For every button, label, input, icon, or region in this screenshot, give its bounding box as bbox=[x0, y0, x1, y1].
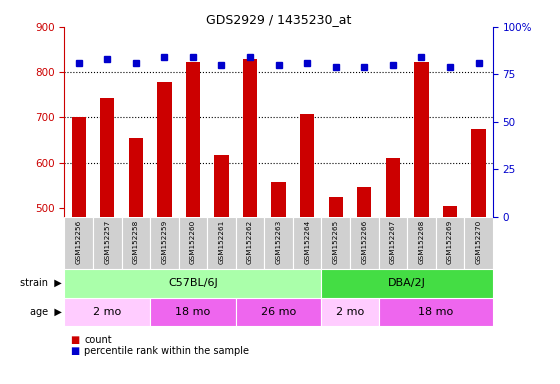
Bar bbox=[64, 269, 321, 298]
Bar bbox=[272, 182, 286, 217]
Text: 26 mo: 26 mo bbox=[261, 307, 296, 317]
Text: 2 mo: 2 mo bbox=[336, 307, 364, 317]
Bar bbox=[64, 298, 150, 326]
Text: 18 mo: 18 mo bbox=[418, 307, 453, 317]
Bar bbox=[407, 217, 436, 269]
Bar bbox=[150, 217, 179, 269]
Bar bbox=[264, 217, 293, 269]
Text: GSM152264: GSM152264 bbox=[304, 220, 310, 264]
Bar bbox=[300, 114, 314, 217]
Bar bbox=[93, 217, 122, 269]
Bar bbox=[443, 206, 457, 217]
Bar bbox=[321, 298, 379, 326]
Bar bbox=[236, 298, 321, 326]
Bar bbox=[100, 98, 114, 217]
Text: GSM152262: GSM152262 bbox=[247, 220, 253, 264]
Text: GSM152269: GSM152269 bbox=[447, 220, 453, 264]
Text: GSM152265: GSM152265 bbox=[333, 220, 339, 264]
Bar bbox=[150, 298, 236, 326]
Text: ■: ■ bbox=[70, 346, 80, 356]
Bar bbox=[386, 158, 400, 217]
Text: DBA/2J: DBA/2J bbox=[388, 278, 426, 288]
Bar bbox=[414, 62, 428, 217]
Text: strain  ▶: strain ▶ bbox=[20, 278, 62, 288]
Title: GDS2929 / 1435230_at: GDS2929 / 1435230_at bbox=[206, 13, 351, 26]
Text: ■: ■ bbox=[70, 335, 80, 345]
Bar bbox=[129, 138, 143, 217]
Text: GSM152270: GSM152270 bbox=[475, 220, 482, 264]
Text: C57BL/6J: C57BL/6J bbox=[168, 278, 218, 288]
Bar bbox=[321, 217, 350, 269]
Bar bbox=[243, 58, 257, 217]
Bar bbox=[122, 217, 150, 269]
Bar bbox=[64, 217, 93, 269]
Text: percentile rank within the sample: percentile rank within the sample bbox=[84, 346, 249, 356]
Text: GSM152256: GSM152256 bbox=[76, 220, 82, 264]
Bar bbox=[179, 217, 207, 269]
Text: 2 mo: 2 mo bbox=[93, 307, 122, 317]
Bar bbox=[472, 129, 486, 217]
Bar bbox=[436, 217, 464, 269]
Text: 18 mo: 18 mo bbox=[175, 307, 211, 317]
Bar bbox=[321, 269, 493, 298]
Bar bbox=[72, 118, 86, 217]
Bar bbox=[214, 155, 228, 217]
Bar bbox=[329, 197, 343, 217]
Bar bbox=[157, 82, 171, 217]
Text: GSM152268: GSM152268 bbox=[418, 220, 424, 264]
Bar bbox=[293, 217, 321, 269]
Text: GSM152266: GSM152266 bbox=[361, 220, 367, 264]
Text: GSM152259: GSM152259 bbox=[161, 220, 167, 264]
Bar bbox=[357, 187, 371, 217]
Bar bbox=[350, 217, 379, 269]
Text: GSM152261: GSM152261 bbox=[218, 220, 225, 264]
Text: count: count bbox=[84, 335, 111, 345]
Bar bbox=[207, 217, 236, 269]
Text: GSM152263: GSM152263 bbox=[276, 220, 282, 264]
Bar bbox=[186, 62, 200, 217]
Bar bbox=[236, 217, 264, 269]
Text: GSM152258: GSM152258 bbox=[133, 220, 139, 264]
Text: age  ▶: age ▶ bbox=[30, 307, 62, 317]
Bar bbox=[379, 298, 493, 326]
Text: GSM152257: GSM152257 bbox=[104, 220, 110, 264]
Text: GSM152260: GSM152260 bbox=[190, 220, 196, 264]
Bar bbox=[464, 217, 493, 269]
Bar bbox=[379, 217, 407, 269]
Text: GSM152267: GSM152267 bbox=[390, 220, 396, 264]
